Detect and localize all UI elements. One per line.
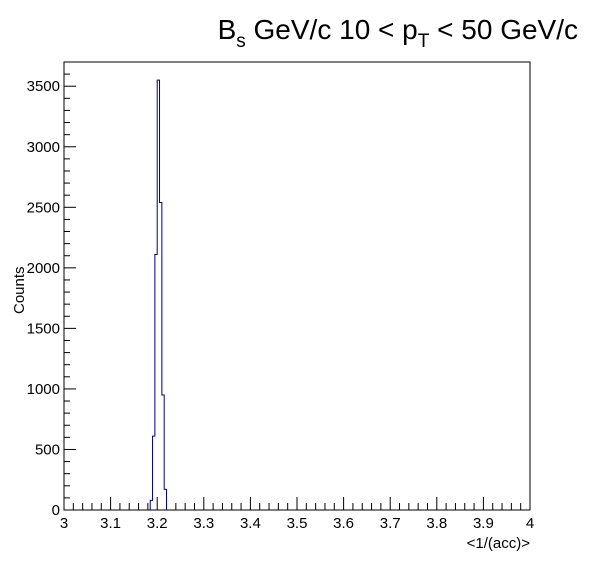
y-tick-label: 2000: [27, 260, 60, 277]
x-tick-label: 3: [60, 515, 68, 532]
title-sub1: s: [236, 31, 246, 52]
y-tick-label: 0: [52, 502, 60, 519]
title-part1: B: [218, 14, 237, 45]
x-tick-label: 4: [526, 515, 534, 532]
x-tick-label: 3.1: [100, 515, 121, 532]
x-tick-label: 3.8: [426, 515, 447, 532]
x-tick-label: 3.9: [473, 515, 494, 532]
y-tick-label: 3500: [27, 78, 60, 95]
y-tick-label: 1500: [27, 320, 60, 337]
title-sub2: T: [418, 31, 430, 52]
x-tick-label: 3.2: [147, 515, 168, 532]
y-tick-label: 3000: [27, 139, 60, 156]
y-tick-label: 2500: [27, 199, 60, 216]
x-tick-label: 3.4: [240, 515, 261, 532]
y-axis-label: Counts: [11, 266, 28, 314]
x-axis-label: <1/(acc)>: [467, 535, 531, 552]
x-tick-label: 3.3: [193, 515, 214, 532]
title-part3: < 50 GeV/c: [429, 14, 578, 45]
x-tick-label: 3.5: [287, 515, 308, 532]
x-tick-label: 3.6: [333, 515, 354, 532]
y-tick-label: 1000: [27, 381, 60, 398]
y-tick-label: 500: [35, 441, 60, 458]
title-part2: GeV/c 10 < p: [246, 14, 418, 45]
x-tick-label: 3.7: [380, 515, 401, 532]
